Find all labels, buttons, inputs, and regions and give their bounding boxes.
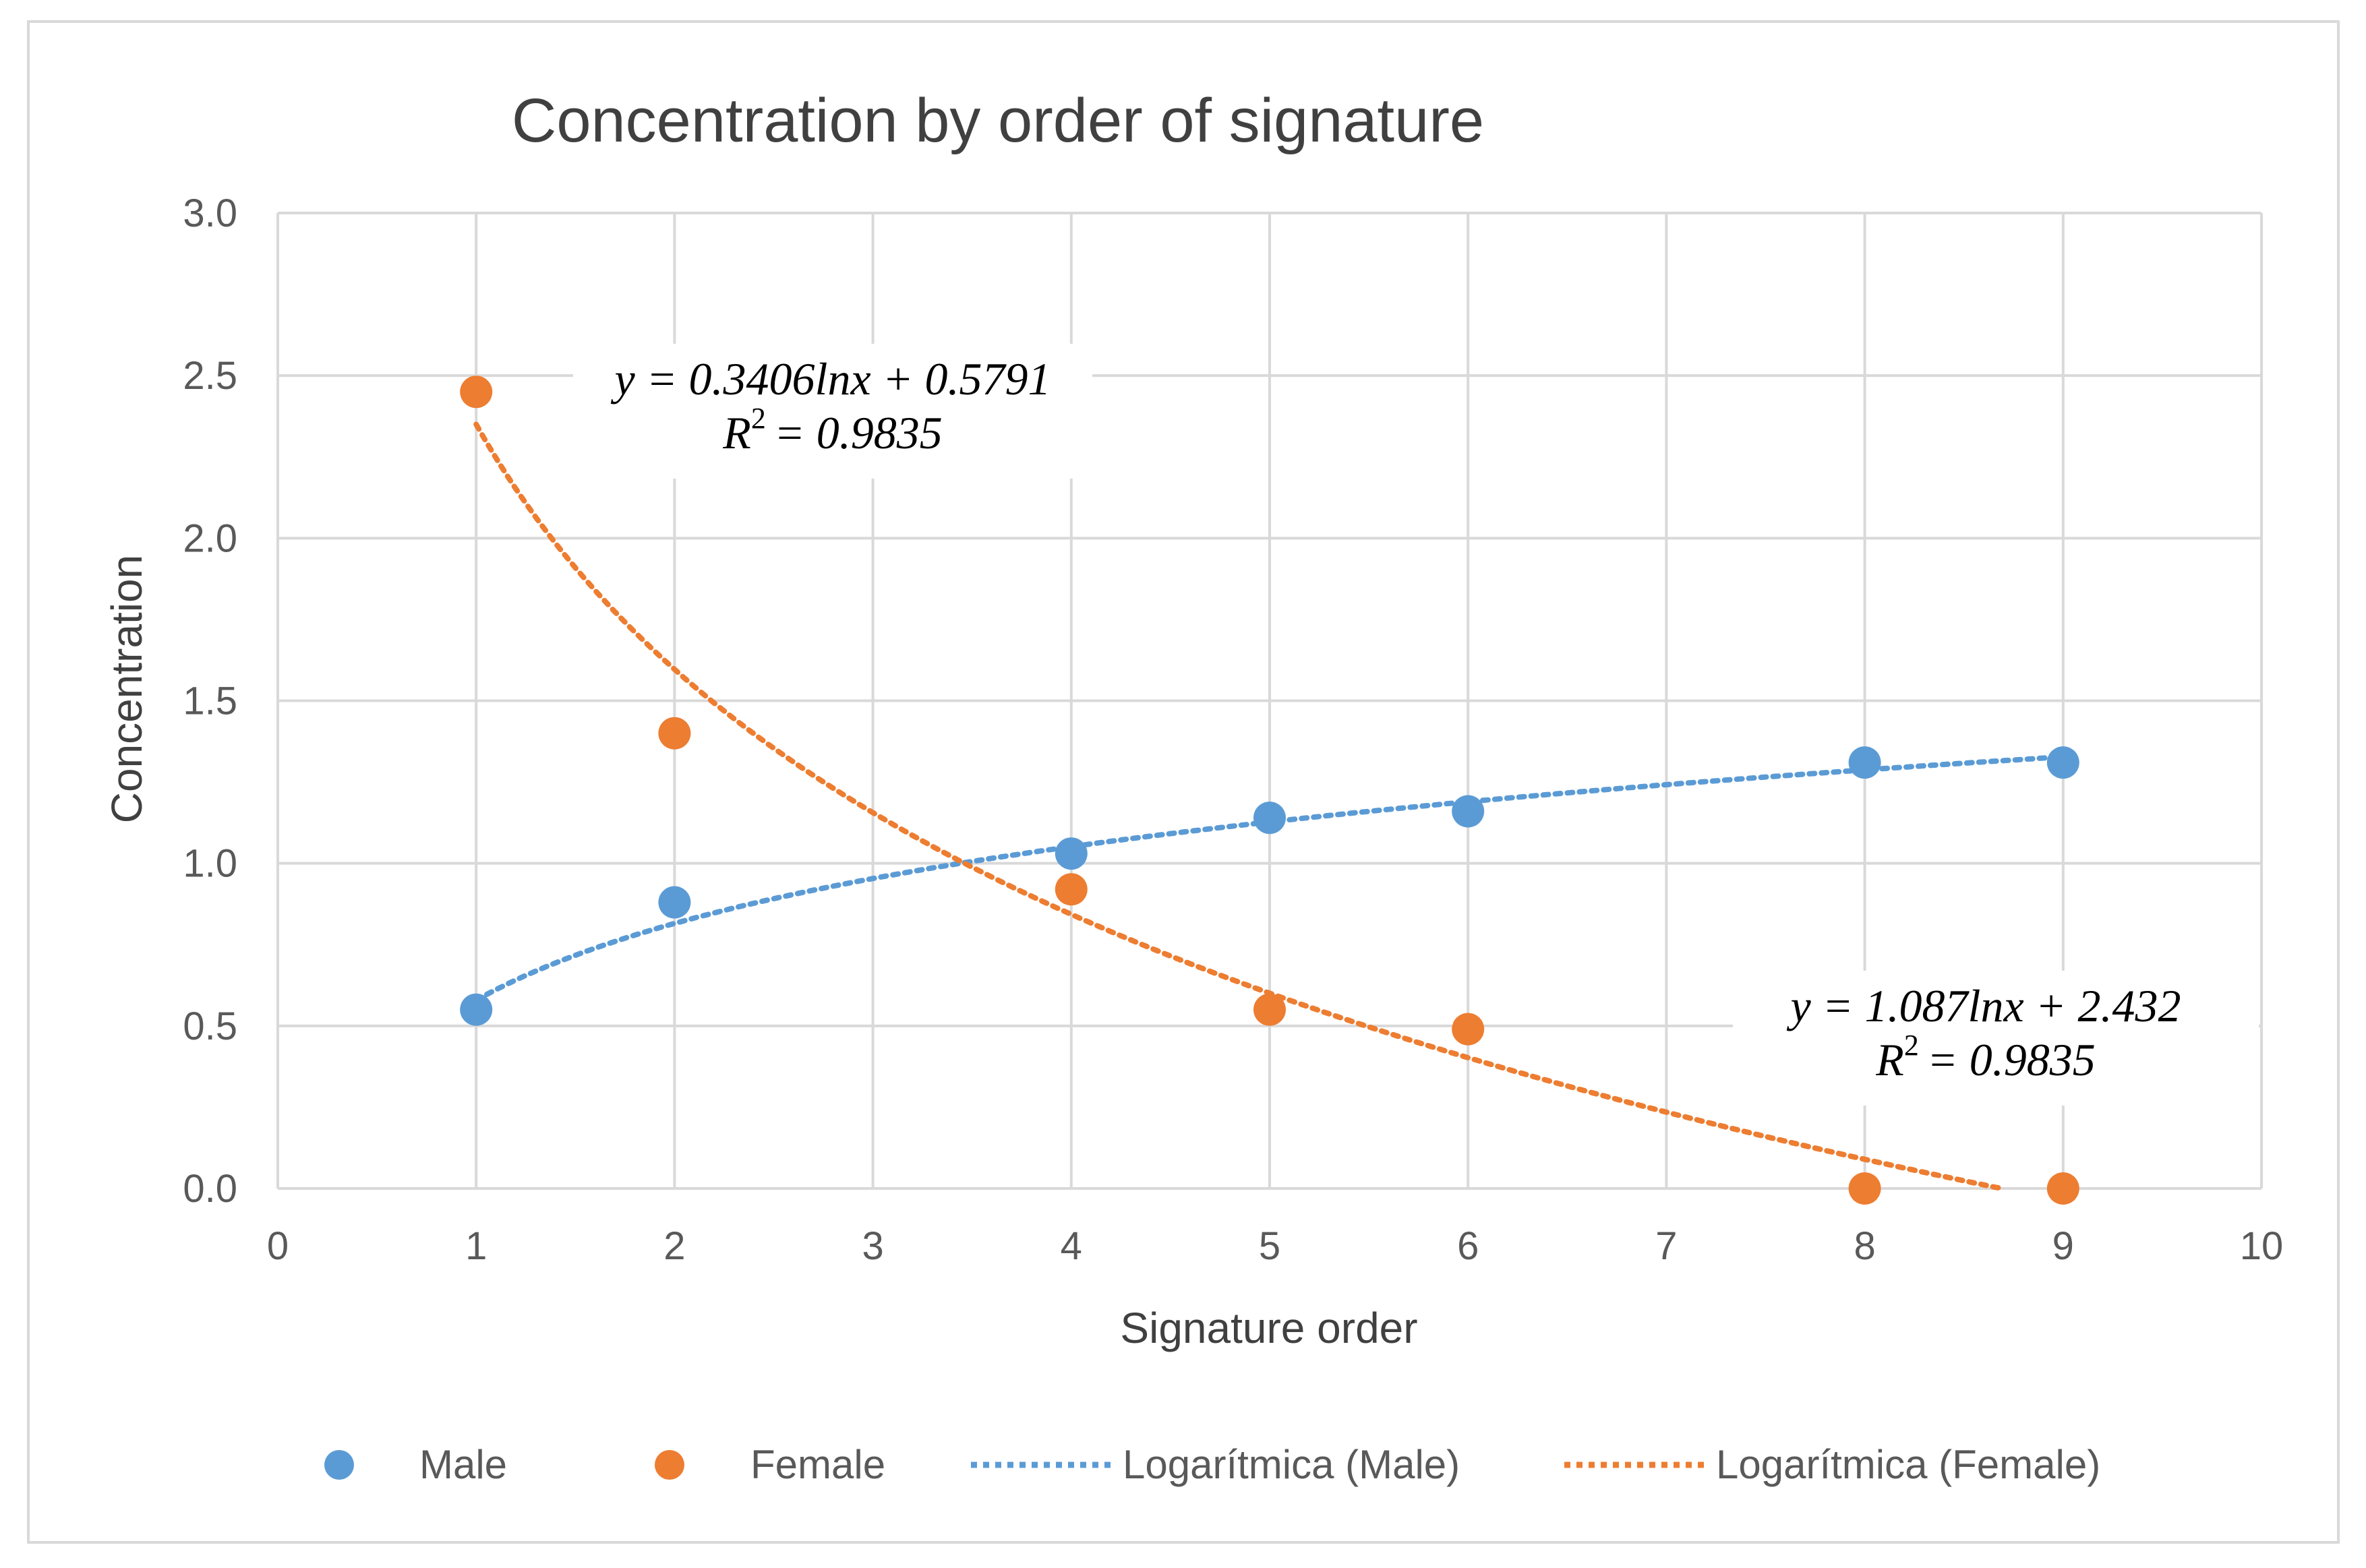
- r2-male-exp: 2: [751, 402, 766, 435]
- y-tick-label: 3.0: [183, 191, 237, 235]
- x-tick-label: 4: [1061, 1224, 1082, 1268]
- x-tick-label: 0: [267, 1224, 289, 1268]
- chart-title: Concentration by order of signature: [512, 86, 1484, 155]
- x-tick-label: 5: [1259, 1224, 1280, 1268]
- point-male: [1848, 746, 1881, 779]
- equation-box-male: [573, 344, 1092, 479]
- x-tick-label: 3: [862, 1224, 883, 1268]
- x-tick-label: 10: [2240, 1224, 2284, 1268]
- point-male: [1055, 837, 1088, 870]
- y-tick-label: 1.0: [183, 842, 237, 886]
- y-tick-label: 2.0: [183, 516, 237, 560]
- equation-box-female: [1733, 971, 2259, 1106]
- legend-male-label: Male: [419, 1442, 507, 1487]
- x-tick-label: 8: [1854, 1224, 1875, 1268]
- y-tick-label: 2.5: [183, 354, 237, 398]
- legend-male-marker: [324, 1450, 354, 1480]
- point-male: [1452, 795, 1485, 828]
- x-tick-label: 6: [1457, 1224, 1479, 1268]
- data-points: [460, 375, 2079, 1205]
- y-tick-label: 1.5: [183, 680, 237, 723]
- y-tick-labels: 0.0 0.5 1.0 1.5 2.0 2.5 3.0: [183, 191, 237, 1211]
- point-female: [2046, 1172, 2079, 1205]
- point-male: [2046, 746, 2079, 779]
- point-male: [460, 993, 493, 1026]
- x-tick-label: 2: [663, 1224, 685, 1268]
- equation-label-male: y = 0.3406lnx + 0.5791 R2 = 0.9835: [573, 344, 1092, 479]
- equation-female-text: y = 1.087lnx + 2.432: [1786, 980, 2181, 1031]
- y-tick-label: 0.0: [183, 1167, 237, 1211]
- r2-female-exp: 2: [1904, 1029, 1919, 1062]
- legend-female-trend-label: Logarítmica (Female): [1716, 1442, 2100, 1487]
- point-female: [1452, 1013, 1485, 1046]
- x-tick-label: 7: [1655, 1224, 1677, 1268]
- legend-female-label: Female: [750, 1442, 885, 1487]
- point-female: [460, 375, 493, 409]
- r2-male: R2 = 0.9835: [722, 402, 942, 458]
- y-tick-label: 0.5: [183, 1004, 237, 1048]
- r2-male-value: = 0.9835: [774, 407, 943, 458]
- x-axis-title: Signature order: [1120, 1304, 1417, 1352]
- point-female: [658, 717, 691, 750]
- chart-frame: [27, 20, 2340, 1544]
- r2-male-label: R: [722, 407, 751, 458]
- point-female: [1848, 1172, 1881, 1205]
- x-tick-labels: 0 1 2 3 4 5 6 7 8 9 10: [267, 1224, 2283, 1268]
- y-axis-title: Concentration: [102, 555, 151, 823]
- equation-male-text: y = 0.3406lnx + 0.5791: [610, 353, 1051, 404]
- r2-female: R2 = 0.9835: [1875, 1029, 2095, 1085]
- legend-female-marker: [655, 1450, 684, 1480]
- point-female: [1055, 873, 1088, 906]
- r2-female-value: = 0.9835: [1927, 1034, 2096, 1085]
- point-male: [1253, 802, 1286, 835]
- trendline-female: [473, 421, 2007, 1191]
- r2-female-label: R: [1875, 1034, 1904, 1085]
- legend-male-trend-label: Logarítmica (Male): [1123, 1442, 1460, 1487]
- equation-label-female: y = 1.087lnx + 2.432 R2 = 0.9835: [1733, 971, 2259, 1106]
- point-female: [1253, 993, 1286, 1026]
- x-tick-label: 9: [2052, 1224, 2074, 1268]
- point-male: [658, 886, 691, 919]
- x-tick-label: 1: [465, 1224, 487, 1268]
- legend: Male Female Logarítmica (Male) Logarítmi…: [324, 1442, 2100, 1487]
